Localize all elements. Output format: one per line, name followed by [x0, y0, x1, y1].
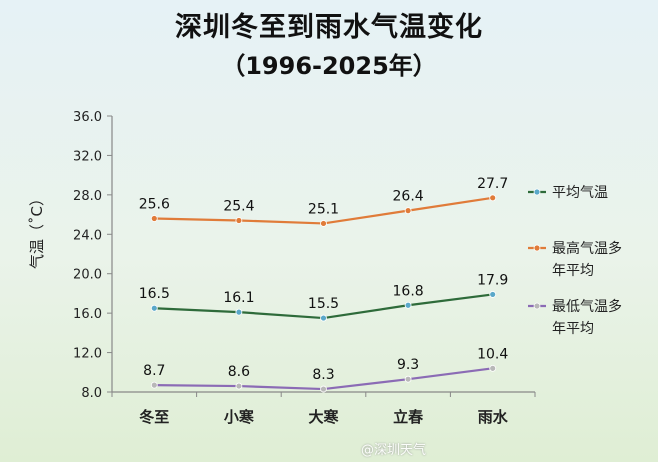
chart-title: 深圳冬至到雨水气温变化 — [175, 12, 483, 43]
y-axis-label: 气温（˚C） — [28, 191, 46, 269]
y-tick-label: 20.0 — [73, 268, 102, 283]
data-label: 10.4 — [477, 346, 508, 362]
data-label: 25.6 — [139, 197, 170, 213]
legend-marker — [533, 188, 541, 196]
y-tick-label: 16.0 — [73, 307, 102, 322]
y-tick-label: 8.0 — [81, 386, 102, 401]
data-point — [320, 385, 327, 393]
data-point — [320, 220, 327, 227]
x-tick-label: 立春 — [393, 408, 423, 426]
title-block: 深圳冬至到雨水气温变化 （1996-2025年） — [0, 8, 658, 84]
watermark: @深圳天气 — [360, 443, 426, 458]
legend-label-cont: 年平均 — [552, 321, 594, 337]
legend-marker — [533, 302, 541, 310]
data-point — [489, 291, 497, 298]
chart-subtitle: （1996-2025年） — [221, 52, 437, 80]
data-label: 8.3 — [312, 367, 334, 383]
data-point — [235, 382, 243, 390]
data-label: 16.5 — [139, 286, 170, 302]
y-tick-label: 36.0 — [73, 110, 102, 125]
y-tick-label: 24.0 — [73, 228, 102, 243]
y-tick-label: 28.0 — [73, 189, 102, 204]
data-label: 26.4 — [393, 189, 424, 205]
data-label: 27.7 — [477, 176, 508, 192]
data-label: 15.5 — [308, 296, 339, 312]
data-point — [489, 194, 497, 202]
legend-marker — [533, 244, 541, 252]
data-label: 25.1 — [308, 201, 339, 217]
x-tick-label: 小寒 — [224, 408, 255, 426]
data-label: 25.4 — [223, 198, 254, 214]
x-tick-label: 冬至 — [139, 408, 169, 426]
data-point — [489, 364, 497, 372]
legend-label: 最低气温多 — [552, 298, 622, 315]
data-point — [320, 314, 327, 322]
y-tick-label: 32.0 — [73, 149, 102, 164]
tick-labels: 8.0 12.0 16.0 20.0 24.0 28.0 32.0 36.0 冬至 小寒 大寒 立春 雨… — [73, 110, 509, 426]
data-label: 16.1 — [223, 290, 254, 306]
y-tick-label: 12.0 — [73, 347, 102, 362]
data-point — [404, 301, 412, 309]
data-label: 8.6 — [228, 364, 250, 380]
data-point — [150, 215, 158, 222]
data-label: 17.9 — [477, 272, 508, 288]
data-point — [404, 375, 412, 383]
data-point — [150, 304, 158, 312]
axes — [107, 115, 536, 397]
data-label: 9.3 — [397, 357, 419, 373]
data-labels: 16.5 16.1 15.5 16.8 17.9 25.6 25.4 25.1 26.4 27.7… — [139, 176, 509, 383]
x-tick-label: 大寒 — [308, 408, 339, 426]
data-label: 16.8 — [393, 283, 424, 299]
x-tick-label: 雨水 — [478, 408, 509, 426]
data-point — [150, 381, 158, 389]
legend-label: 平均气温 — [552, 185, 608, 201]
legend-label-cont: 年平均 — [552, 263, 594, 279]
data-label: 8.7 — [143, 363, 165, 379]
series-markers — [150, 194, 497, 393]
data-point — [404, 207, 412, 215]
legend-label: 最高气温多 — [552, 240, 622, 257]
data-point — [235, 217, 243, 224]
data-point — [235, 308, 243, 316]
